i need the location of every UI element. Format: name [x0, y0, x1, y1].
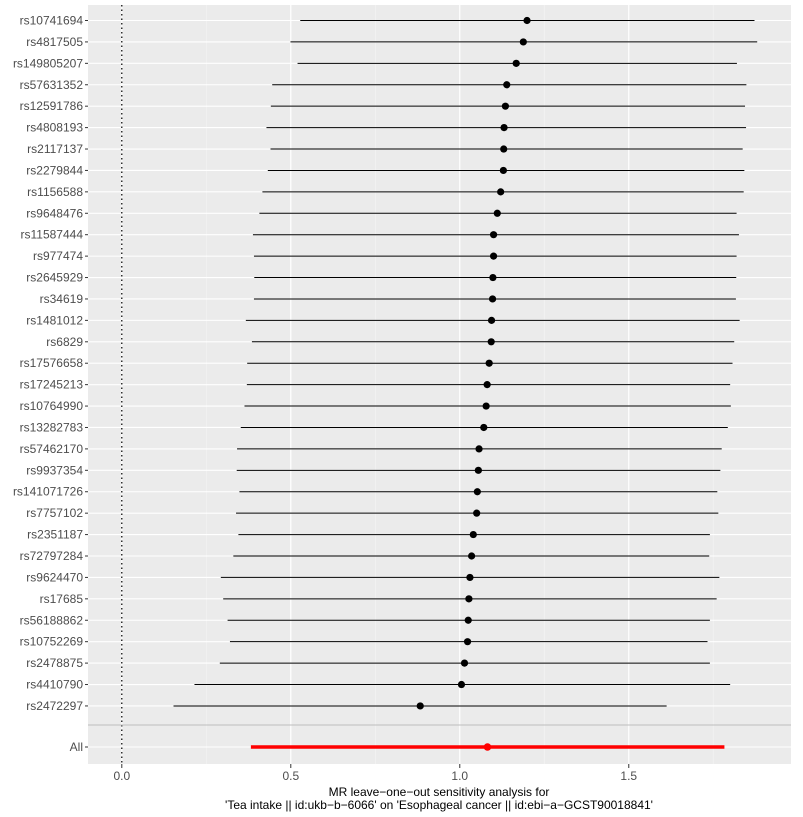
y-tick-label-rs4808193: rs4808193 [26, 121, 83, 135]
y-tick-label-rs141071726: rs141071726 [13, 485, 83, 499]
y-tick-label-rs10752269: rs10752269 [20, 635, 84, 649]
estimate-point-rs34619 [488, 295, 497, 303]
y-axis-labels: rs10741694 rs4817505 rs149805207 rs57631352… [13, 14, 88, 754]
y-tick-label-rs17245213: rs17245213 [20, 378, 84, 392]
y-tick-label-rs7757102: rs7757102 [26, 506, 83, 520]
y-tick-label-rs2472297: rs2472297 [26, 699, 83, 713]
y-tick-label-rs17576658: rs17576658 [20, 356, 84, 370]
y-tick-label-rs2279844: rs2279844 [26, 163, 83, 177]
estimate-point-rs56188862 [464, 616, 472, 624]
estimate-point-rs7757102 [473, 509, 481, 517]
estimate-point-rs9648476 [493, 209, 501, 217]
x-axis-title-line-2: 'Tea intake || id:ukb−b−6066' on 'Esopha… [225, 798, 653, 812]
estimate-point-rs57631352 [503, 81, 511, 89]
estimate-point-rs13282783 [480, 423, 488, 432]
estimate-point-rs72797284 [468, 552, 476, 560]
y-tick-label-all: All [70, 740, 83, 754]
estimate-point-rs2478875 [460, 659, 469, 667]
y-tick-label-rs72797284: rs72797284 [20, 549, 84, 563]
estimate-point-rs9937354 [474, 466, 482, 474]
estimate-point-rs17685 [465, 595, 473, 603]
y-tick-label-rs2351187: rs2351187 [27, 528, 83, 542]
estimate-point-rs141071726 [473, 488, 481, 496]
y-tick-label-rs2478875: rs2478875 [26, 656, 83, 670]
estimate-point-rs11587444 [489, 231, 498, 239]
estimate-point-rs4817505 [519, 38, 527, 46]
estimate-point-all [483, 743, 492, 751]
y-tick-label-rs57631352: rs57631352 [20, 78, 84, 92]
estimate-point-rs4410790 [457, 680, 466, 689]
y-tick-label-rs12591786: rs12591786 [20, 99, 84, 113]
x-tick-label: 1.0 [451, 769, 468, 783]
y-tick-label-rs1481012: rs1481012 [26, 313, 83, 327]
estimates [173, 16, 758, 751]
y-tick-label-rs11587444: rs11587444 [21, 228, 84, 242]
estimate-point-rs10741694 [523, 16, 531, 25]
y-tick-label-rs4817505: rs4817505 [26, 35, 83, 49]
y-tick-label-rs34619: rs34619 [40, 292, 84, 306]
estimate-point-rs1481012 [487, 316, 496, 324]
estimate-point-rs149805207 [512, 59, 520, 67]
estimate-point-rs2472297 [416, 702, 424, 710]
y-tick-label-rs9937354: rs9937354 [26, 463, 83, 477]
y-tick-label-rs1156588: rs1156588 [27, 185, 83, 199]
estimate-point-rs17576658 [485, 359, 493, 367]
y-tick-label-rs977474: rs977474 [33, 249, 83, 263]
estimate-point-rs17245213 [483, 381, 491, 389]
y-tick-label-rs2117137: rs2117137 [27, 142, 83, 156]
y-tick-label-rs56188862: rs56188862 [20, 613, 84, 627]
x-tick-label: 0.5 [282, 769, 299, 783]
estimate-point-rs977474 [489, 252, 498, 260]
estimate-point-rs2645929 [489, 273, 497, 282]
estimate-point-rs6829 [487, 338, 495, 346]
x-axis-title-line-1: MR leave−one−out sensitivity analysis fo… [329, 785, 550, 799]
x-tick-label: 0.0 [113, 769, 130, 783]
x-axis: 0.0 0.5 1.0 1.5 [113, 764, 637, 783]
y-tick-label-rs9648476: rs9648476 [26, 206, 83, 220]
estimate-point-rs10764990 [482, 402, 490, 410]
x-tick-label: 1.5 [620, 769, 637, 783]
estimate-point-rs2351187 [469, 530, 477, 539]
y-tick-label-rs9624470: rs9624470 [26, 570, 83, 584]
estimate-point-rs1156588 [497, 188, 505, 196]
estimate-point-rs2117137 [500, 145, 508, 153]
y-tick-label-rs10764990: rs10764990 [20, 399, 84, 413]
y-tick-label-rs17685: rs17685 [40, 592, 84, 606]
y-tick-label-rs2645929: rs2645929 [26, 271, 83, 285]
y-tick-label-rs149805207: rs149805207 [13, 56, 83, 70]
y-tick-label-rs6829: rs6829 [46, 335, 83, 349]
estimate-point-rs57462170 [475, 445, 483, 453]
estimate-point-rs10752269 [463, 638, 472, 646]
y-tick-label-rs4410790: rs4410790 [26, 678, 83, 692]
estimate-point-rs2279844 [499, 166, 507, 175]
y-tick-label-rs57462170: rs57462170 [20, 442, 84, 456]
y-tick-label-rs13282783: rs13282783 [20, 420, 84, 434]
y-tick-label-rs10741694: rs10741694 [20, 14, 84, 28]
estimate-point-rs4808193 [500, 124, 508, 132]
estimate-point-rs9624470 [466, 573, 474, 582]
estimate-point-rs12591786 [501, 102, 510, 110]
